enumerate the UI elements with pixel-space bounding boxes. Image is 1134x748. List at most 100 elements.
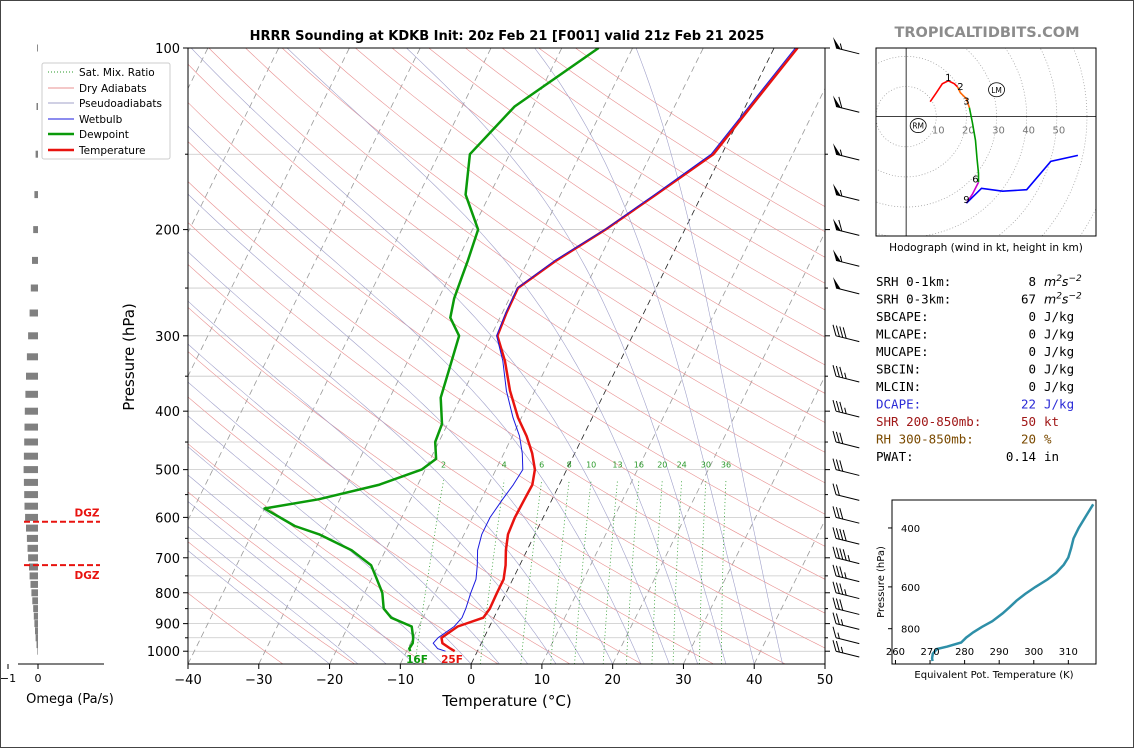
pseudoadiabat-line: [188, 501, 387, 664]
y-tick-label: 100: [155, 42, 180, 57]
omega-bar: [29, 572, 38, 580]
x-tick-label: 0: [467, 673, 475, 688]
isotherm-line: [188, 48, 280, 234]
hodograph-panel: 10 20 30 40 50 123 69 RM LM Hodograph (wind in …: [875, 47, 1097, 254]
dgz-label: DGZ: [75, 508, 100, 520]
omega-bar: [24, 407, 38, 415]
surface-dewpoint-label: 16F: [406, 654, 428, 666]
pseudoadiabat-line: [188, 251, 585, 664]
dry-adiabat-line: [188, 306, 714, 664]
omega-bar: [23, 452, 38, 460]
index-row: DCAPE: 22 J/kg: [876, 397, 1074, 412]
omega-tick-label: −1: [0, 672, 16, 685]
skewt-series-dewpoint: [263, 48, 600, 652]
dry-adiabat-line: [188, 63, 825, 515]
wind-barb: [833, 277, 860, 295]
omega-bar: [30, 580, 38, 588]
dry-adiabat-line: [188, 181, 825, 614]
index-label: MLCAPE:: [876, 327, 929, 342]
mixing-ratio-line: [602, 479, 618, 664]
dry-adiabat-line: [188, 141, 825, 580]
dry-adiabat-line: [188, 491, 427, 664]
mixing-ratio-line: [721, 479, 727, 664]
pseudoadiabat-line: [286, 48, 698, 664]
mixing-ratio-line: [699, 479, 707, 664]
pseudoadiabat-line: [406, 48, 727, 664]
theta-x-tick-label: 290: [990, 647, 1009, 658]
omega-tick-label: 0: [35, 672, 42, 685]
omega-bar: [37, 44, 38, 52]
isotherm-line: [188, 48, 492, 664]
legend-label-dry-adiabat: Dry Adiabats: [79, 83, 147, 95]
isotherm-line: [541, 87, 825, 664]
index-label: SRH 0-1km:: [876, 274, 951, 289]
storm-motion-label: LM: [991, 86, 1002, 95]
theta-x-tick-label: 280: [955, 647, 974, 658]
omega-bar: [23, 466, 38, 474]
pseudoadiabat-line: [188, 415, 472, 664]
skewt-xlabel: Temperature (°C): [441, 692, 571, 710]
pseudoadiabat-line: [188, 300, 557, 664]
dry-adiabat-line: [245, 48, 825, 453]
mixing-ratio-line: [414, 479, 444, 664]
index-row: SRH 0-1km: 8 m2s−2: [876, 274, 1082, 289]
hodograph-segment: [968, 107, 980, 183]
omega-bar: [33, 226, 38, 234]
omega-ticks: 0−1−2: [0, 664, 42, 685]
dry-adiabat-line: [355, 48, 825, 366]
dry-adiabat-line: [281, 48, 825, 423]
theta-e-box: [891, 499, 1097, 665]
pseudoadiabat-line: [188, 474, 415, 664]
omega-bar: [33, 612, 38, 620]
omega-bar: [29, 563, 38, 571]
x-tick-label: −40: [174, 673, 201, 688]
theta-y-tick-label: 600: [901, 583, 920, 594]
pseudoadiabat-line: [188, 526, 359, 664]
y-tick-label: 600: [155, 511, 180, 526]
theta-x-tick-label: 260: [886, 647, 905, 658]
theta-e-ticks: 260 270 280 290 300 310 400 600 800: [886, 524, 1078, 664]
isotherm-line: [258, 48, 563, 664]
dry-adiabat-line: [318, 48, 825, 394]
omega-bar: [31, 589, 38, 597]
skewt-series-wetbulb: [432, 48, 796, 652]
omega-bar: [33, 605, 38, 613]
omega-bar: [32, 597, 38, 605]
index-row: SBCAPE: 0 J/kg: [876, 309, 1074, 324]
omega-bar: [26, 534, 38, 542]
omega-bar: [28, 554, 38, 562]
omega-bar: [25, 513, 38, 521]
omega-bar: [24, 438, 38, 446]
index-value: 20: [1021, 432, 1036, 447]
dry-adiabat-line: [188, 351, 642, 664]
y-tick-label: 400: [155, 405, 180, 420]
index-unit: J/kg: [1044, 362, 1074, 377]
wind-barb: [832, 581, 860, 600]
skewt-ticks: −40 −30 −20 −10 0 10 20 30 40 50 1000 900 800 700 600 5…: [147, 42, 833, 688]
hodograph-ring-label: 10: [932, 126, 945, 137]
index-row: MLCAPE: 0 J/kg: [876, 327, 1074, 342]
omega-bar: [26, 353, 38, 361]
index-row: RH 300-850mb: 20%: [876, 432, 1052, 447]
dry-adiabat-line: [501, 48, 825, 258]
isotherm-line: [824, 663, 825, 664]
index-row: SHR 200-850mb: 50 kt: [876, 414, 1059, 429]
pseudoadiabat-line: [188, 193, 613, 664]
isotherm-line: [612, 231, 825, 664]
skewt-legend: Sat. Mix. Ratio Dry Adiabats Pseudoadiab…: [41, 62, 171, 160]
hodograph-height-label: 2: [957, 82, 963, 93]
wind-barbs: [832, 37, 860, 658]
omega-bar: [30, 284, 38, 292]
theta-x-tick-label: 310: [1059, 647, 1078, 658]
hodograph-box: [875, 47, 1097, 237]
dgz-lines: DGZ DGZ: [24, 508, 100, 582]
y-tick-label: 500: [155, 464, 180, 479]
index-row: MLCIN: 0 J/kg: [876, 379, 1074, 394]
x-tick-label: −30: [245, 673, 272, 688]
mixing-ratio-line: [574, 479, 592, 664]
wind-barb: [832, 430, 860, 449]
theta-e-xlabel: Equivalent Pot. Temperature (K): [914, 670, 1073, 681]
omega-bar: [26, 524, 38, 532]
y-tick-label: 700: [155, 552, 180, 567]
skewt-ylabel: Pressure (hPa): [120, 303, 138, 411]
